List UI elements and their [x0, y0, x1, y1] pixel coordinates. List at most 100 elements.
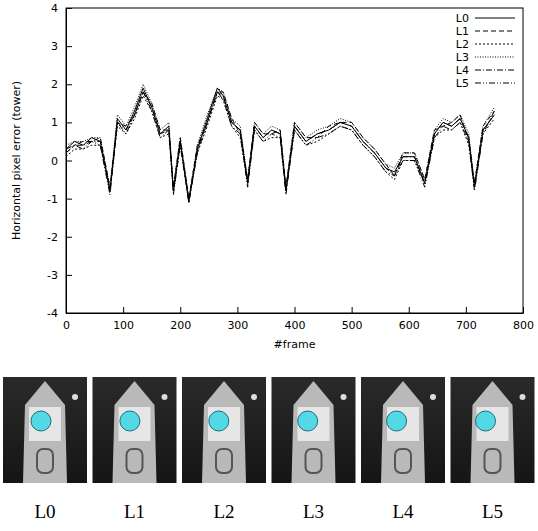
thumbnail — [272, 377, 356, 483]
light — [162, 394, 168, 400]
legend-swatch — [475, 31, 515, 32]
tower — [471, 381, 515, 483]
tower-panel — [298, 407, 330, 441]
tracked-marker — [120, 411, 140, 431]
tick-label: 2 — [51, 78, 58, 91]
tick-mark — [523, 307, 524, 313]
tick-mark — [66, 8, 72, 9]
x-tick: 800 — [513, 307, 534, 332]
tick-label: 700 — [456, 319, 477, 332]
legend-label: L5 — [456, 77, 469, 90]
thumbnail-label: L2 — [213, 501, 234, 522]
tick-mark — [66, 199, 72, 200]
tower — [202, 381, 246, 483]
tower-panel — [208, 407, 240, 441]
tracked-marker — [476, 411, 496, 431]
y-tick: 1 — [51, 116, 72, 129]
tower — [292, 381, 336, 483]
tracked-marker — [209, 411, 229, 431]
plot-frame — [66, 8, 523, 313]
tick-label: -1 — [47, 193, 58, 206]
tick-label: 400 — [285, 319, 306, 332]
light — [430, 394, 436, 400]
legend-label: L2 — [456, 38, 469, 51]
thumbnails — [3, 377, 535, 483]
x-tick: 200 — [170, 307, 191, 332]
legend-swatch — [475, 18, 515, 19]
tower-detail — [485, 449, 501, 473]
tick-label: 200 — [170, 319, 191, 332]
tower-panel — [477, 407, 509, 441]
tick-mark — [409, 307, 410, 313]
y-tick: 3 — [51, 40, 72, 53]
light — [520, 394, 526, 400]
plot: 0100200300400500600700800-4-3-2-101234L0… — [47, 2, 534, 332]
x-tick: 500 — [342, 307, 363, 332]
legend-swatch — [475, 44, 515, 45]
tick-mark — [66, 122, 72, 123]
series-line — [66, 92, 494, 203]
thumbnail-label: L0 — [34, 501, 55, 522]
tick-mark — [66, 161, 72, 162]
tick-label: 3 — [51, 40, 58, 53]
tick-label: -4 — [47, 307, 58, 320]
lines — [66, 84, 494, 202]
tick-label: 300 — [227, 319, 248, 332]
tick-mark — [66, 46, 72, 47]
light — [341, 394, 347, 400]
tower — [381, 381, 425, 483]
x-axis: 0100200300400500600700800 — [63, 307, 534, 332]
thumbnail — [361, 377, 445, 483]
thumbnail-bg — [451, 377, 535, 483]
tower-detail — [127, 449, 143, 473]
legend-label: L4 — [456, 64, 469, 77]
tick-mark — [66, 275, 72, 276]
thumbnail-bg — [361, 377, 445, 483]
thumbnail-bg — [182, 377, 266, 483]
legend: L0L1L2L3L4L5 — [456, 12, 515, 90]
tick-label: 0 — [63, 319, 70, 332]
thumbnail-bg — [3, 377, 87, 483]
series-line — [66, 88, 494, 202]
legend-swatch — [475, 70, 515, 71]
series-line — [66, 96, 494, 199]
thumbnail-label: L5 — [482, 501, 503, 522]
tracked-marker — [298, 411, 318, 431]
tick-label: 100 — [113, 319, 134, 332]
y-tick: 2 — [51, 78, 72, 91]
thumbnail-label: L4 — [392, 501, 414, 522]
tick-mark — [352, 307, 353, 313]
tick-mark — [66, 84, 72, 85]
x-tick: 300 — [227, 307, 248, 332]
legend-label: L0 — [456, 12, 469, 25]
y-tick: 4 — [51, 2, 72, 15]
y-tick: -2 — [47, 231, 72, 244]
light — [251, 394, 257, 400]
y-tick: 0 — [51, 155, 72, 168]
thumbnail — [182, 377, 266, 483]
axis-line — [67, 313, 524, 314]
tick-mark — [237, 307, 238, 313]
y-tick: -4 — [47, 307, 72, 320]
legend-swatch — [475, 57, 515, 58]
tick-label: 0 — [51, 155, 58, 168]
y-axis: -4 -3 -2 -1 0 1 2 3 4 — [47, 2, 72, 320]
series-line — [66, 92, 494, 199]
y-tick: -1 — [47, 193, 72, 206]
y-tick: -3 — [47, 269, 72, 282]
chart: 0100200300400500600700800-4-3-2-101234L0… — [0, 0, 538, 531]
thumbnail — [451, 377, 535, 483]
x-tick: 100 — [113, 307, 134, 332]
thumbnail-label: L1 — [124, 501, 145, 522]
tower-detail — [395, 449, 411, 473]
tower-panel — [119, 407, 151, 441]
x-axis-title: #frame — [274, 338, 316, 351]
tick-label: 500 — [342, 319, 363, 332]
tower — [23, 381, 67, 483]
tick-label: -2 — [47, 231, 58, 244]
tower-detail — [306, 449, 322, 473]
tick-mark — [66, 313, 72, 314]
tower-detail — [216, 449, 232, 473]
light — [72, 394, 78, 400]
legend-label: L1 — [456, 25, 469, 38]
